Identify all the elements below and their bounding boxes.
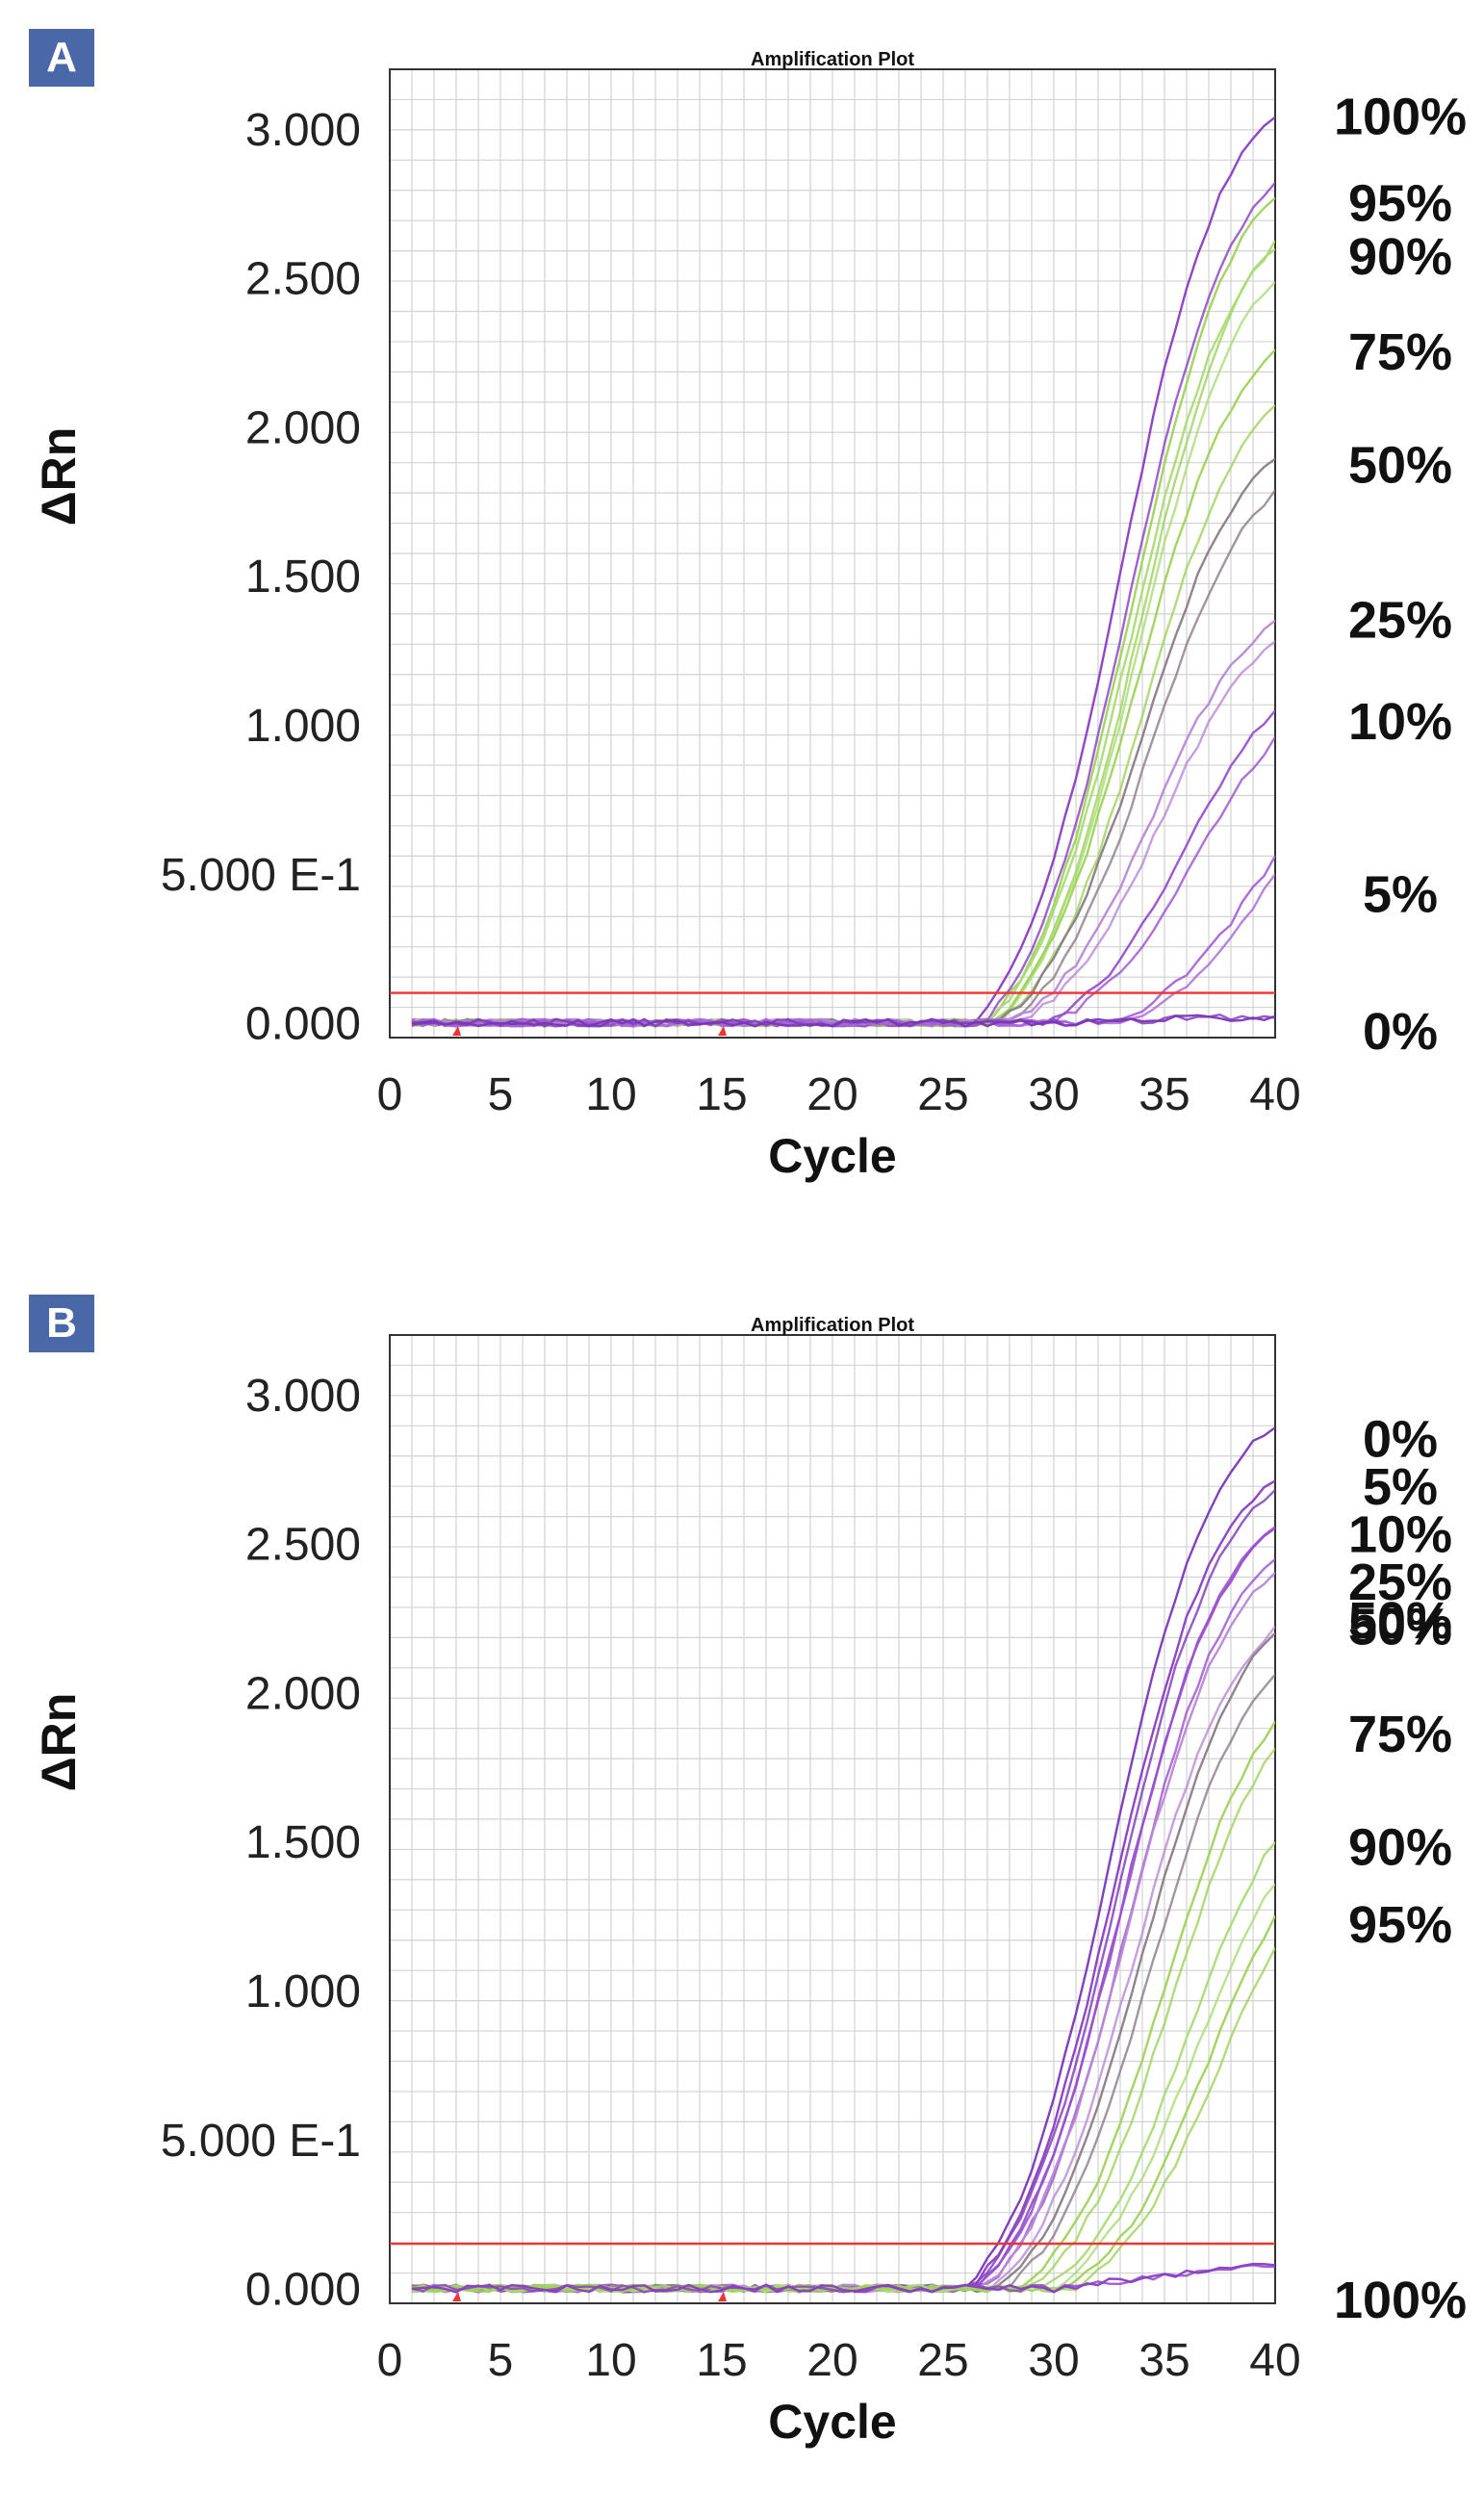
chart-a-y-tick-label: 2.500 bbox=[245, 254, 361, 305]
chart-b-y-tick-label: 2.500 bbox=[245, 1520, 361, 1571]
chart-a-baseline-marker bbox=[718, 1026, 727, 1036]
chart-a-frame bbox=[389, 68, 1276, 1039]
chart-b-baseline-marker bbox=[718, 2292, 727, 2301]
chart-b-series-label: 0% bbox=[1363, 1410, 1438, 1468]
chart-b-x-tick-label: 20 bbox=[806, 2335, 857, 2386]
chart-a-y-axis-label: ΔRn bbox=[32, 427, 86, 527]
chart-b-series-label: 75% bbox=[1348, 1706, 1452, 1763]
chart-a-series-line bbox=[411, 1013, 1275, 1028]
chart-b-x-tick-label: 25 bbox=[917, 2335, 968, 2386]
chart-a-series-label: 100% bbox=[1334, 89, 1467, 146]
chart-a-series-label: 95% bbox=[1348, 174, 1452, 232]
chart-b-x-tick-label: 15 bbox=[696, 2335, 747, 2386]
chart-a: Amplification Plot 0.000 5.000 E-1 1.000 1.5… bbox=[32, 49, 1467, 1183]
chart-b-x-axis-label: Cycle bbox=[768, 2395, 896, 2449]
chart-b-y-tick-label: 2.000 bbox=[245, 1668, 361, 1719]
chart-a-baseline-marker bbox=[452, 1026, 461, 1036]
panel-letter-b: B bbox=[29, 1295, 94, 1352]
chart-b-x-tick-label: 40 bbox=[1249, 2335, 1300, 2386]
chart-b-y-tick-label: 0.000 bbox=[245, 2265, 361, 2316]
chart-b-series-label: 50% bbox=[1348, 1598, 1452, 1656]
chart-a-x-tick-label: 20 bbox=[806, 1069, 857, 1120]
chart-b-series-label: 100% bbox=[1334, 2272, 1467, 2329]
chart-b-series-label: 95% bbox=[1348, 1896, 1452, 1954]
chart-a-x-tick-label: 35 bbox=[1139, 1069, 1190, 1120]
chart-b-series-label: 5% bbox=[1363, 1458, 1438, 1516]
panel-b: B Amplification Plot 0.000 5.000 E-1 1.000 1… bbox=[0, 1266, 1484, 2517]
chart-b-y-tick-label: 1.000 bbox=[245, 1966, 361, 2017]
chart-b-series-line bbox=[411, 2264, 1275, 2294]
chart-a-x-tick-label: 15 bbox=[696, 1069, 747, 1120]
chart-a-series-label: 10% bbox=[1348, 693, 1452, 751]
chart-b-x-tick-label: 35 bbox=[1139, 2335, 1190, 2386]
chart-a-y-tick-label: 3.000 bbox=[245, 105, 361, 156]
chart-a-series-label: 50% bbox=[1348, 437, 1452, 495]
chart-a-series-label: 75% bbox=[1348, 323, 1452, 381]
chart-a-x-tick-label: 40 bbox=[1249, 1069, 1300, 1120]
chart-a-series-label: 90% bbox=[1348, 228, 1452, 286]
chart-b-series-group bbox=[411, 1426, 1275, 2294]
chart-b-x-tick-label: 5 bbox=[488, 2335, 514, 2386]
chart-a-title: Amplification Plot bbox=[751, 49, 914, 70]
chart-a-series-label: 0% bbox=[1363, 1003, 1438, 1061]
chart-b-series-label: 90% bbox=[1348, 1818, 1452, 1876]
chart-b: Amplification Plot 0.000 5.000 E-1 1.000 1.5… bbox=[32, 1315, 1467, 2449]
chart-b-x-tick-label: 0 bbox=[377, 2335, 403, 2386]
chart-a-y-tick-label: 1.000 bbox=[245, 701, 361, 752]
chart-a-y-tick-label: 2.000 bbox=[245, 402, 361, 453]
chart-a-x-tick-label: 0 bbox=[377, 1069, 403, 1120]
chart-b-x-tick-label: 10 bbox=[585, 2335, 636, 2386]
chart-a-series-group bbox=[411, 116, 1275, 1028]
chart-a-x-axis-label: Cycle bbox=[768, 1129, 896, 1183]
chart-b-series-label: 10% bbox=[1348, 1505, 1452, 1563]
chart-b-title: Amplification Plot bbox=[751, 1315, 914, 1336]
chart-b-y-tick-label: 1.500 bbox=[245, 1817, 361, 1868]
chart-a-series-label: 5% bbox=[1363, 865, 1438, 923]
chart-b-frame bbox=[389, 1334, 1276, 2304]
chart-a-y-tick-label: 1.500 bbox=[245, 552, 361, 603]
chart-b-y-tick-label: 3.000 bbox=[245, 1371, 361, 1422]
chart-b-grid bbox=[390, 1335, 1275, 2303]
chart-a-series-label: 25% bbox=[1348, 592, 1452, 650]
chart-b-x-tick-label: 30 bbox=[1028, 2335, 1079, 2386]
chart-a-grid bbox=[390, 69, 1275, 1038]
chart-a-x-tick-label: 25 bbox=[917, 1069, 968, 1120]
chart-b-y-axis-label: ΔRn bbox=[32, 1693, 86, 1792]
chart-a-y-tick-label: 0.000 bbox=[245, 999, 361, 1050]
chart-b-y-tick-label: 5.000 E-1 bbox=[161, 2116, 361, 2167]
chart-a-x-tick-label: 30 bbox=[1028, 1069, 1079, 1120]
chart-a-x-tick-label: 5 bbox=[488, 1069, 514, 1120]
chart-b-series-label: 25% bbox=[1348, 1554, 1452, 1611]
panel-letter-a: A bbox=[29, 29, 94, 87]
chart-b-series-label: 50% bbox=[1348, 1592, 1452, 1650]
chart-a-x-tick-label: 10 bbox=[585, 1069, 636, 1120]
panel-a: A Amplification Plot 0.000 5.000 E-1 1.000 1… bbox=[0, 0, 1484, 1251]
chart-b-baseline-marker bbox=[452, 2292, 461, 2301]
chart-a-y-tick-label: 5.000 E-1 bbox=[161, 850, 361, 901]
